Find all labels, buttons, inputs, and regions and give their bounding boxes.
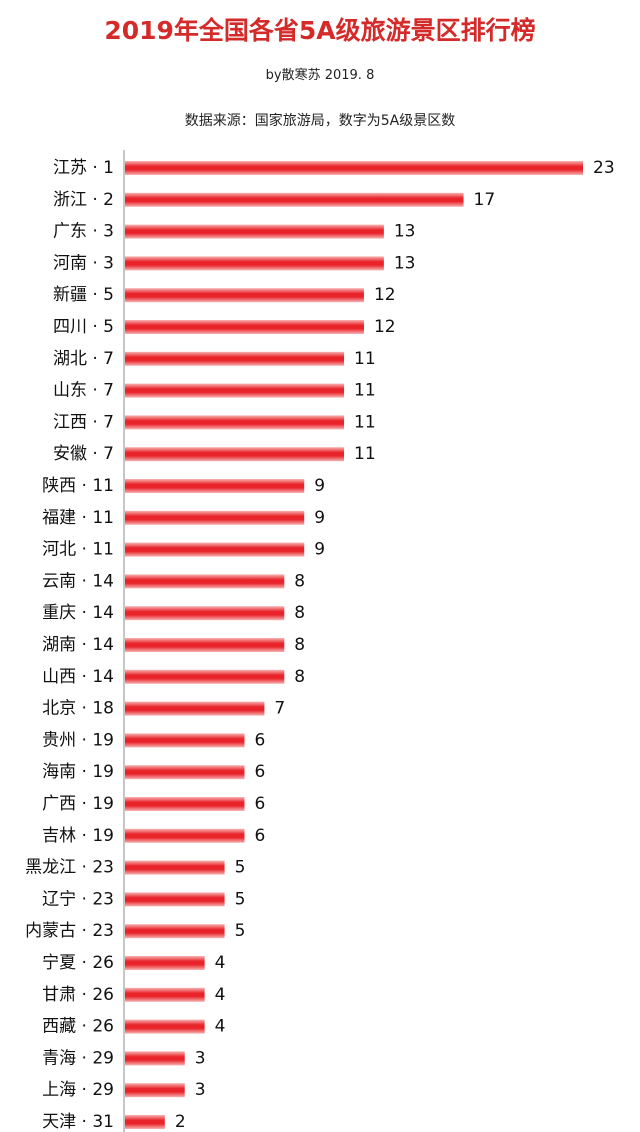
value-label: 12 xyxy=(374,285,396,305)
category-label: 广东 · 3 xyxy=(53,222,114,242)
category-label: 北京 · 18 xyxy=(42,699,114,719)
value-label: 11 xyxy=(354,349,376,369)
bar xyxy=(125,892,225,907)
value-label: 9 xyxy=(314,540,325,560)
bar xyxy=(125,1115,165,1129)
value-label: 5 xyxy=(235,921,246,941)
bar xyxy=(125,638,285,652)
category-label: 浙江 · 2 xyxy=(53,190,114,210)
bar xyxy=(125,606,285,621)
category-label: 天津 · 31 xyxy=(42,1112,114,1132)
value-label: 8 xyxy=(294,635,305,655)
value-label: 17 xyxy=(474,190,496,210)
category-label: 安徽 · 7 xyxy=(53,444,114,464)
value-label: 9 xyxy=(314,476,325,496)
category-label: 吉林 · 19 xyxy=(42,826,114,846)
value-label: 23 xyxy=(593,158,615,178)
bar xyxy=(125,860,225,875)
bar xyxy=(125,956,205,970)
value-label: 5 xyxy=(235,889,246,909)
bar xyxy=(125,701,265,716)
bar xyxy=(125,415,345,430)
bar xyxy=(125,161,583,175)
category-label: 内蒙古 · 23 xyxy=(25,921,114,941)
bar xyxy=(125,924,225,939)
bar xyxy=(125,192,464,207)
bar xyxy=(125,1051,185,1066)
category-label: 河南 · 3 xyxy=(53,253,114,273)
bar xyxy=(125,256,384,271)
category-label: 甘肃 · 26 xyxy=(42,985,114,1005)
bar xyxy=(125,574,285,589)
value-label: 9 xyxy=(314,508,325,528)
value-label: 4 xyxy=(215,1017,226,1037)
value-label: 5 xyxy=(235,858,246,878)
category-label: 西藏 · 26 xyxy=(42,1017,114,1037)
category-label: 福建 · 11 xyxy=(42,508,114,528)
chart-source: 数据来源：国家旅游局，数字为5A级景区数 xyxy=(184,113,456,129)
value-label: 13 xyxy=(394,222,416,242)
value-label: 7 xyxy=(274,699,285,719)
bar xyxy=(125,828,245,843)
value-label: 12 xyxy=(374,317,396,337)
value-label: 11 xyxy=(354,381,376,401)
value-label: 6 xyxy=(254,826,265,846)
category-label: 湖北 · 7 xyxy=(53,349,114,369)
value-label: 8 xyxy=(294,571,305,591)
bar xyxy=(125,669,285,684)
value-label: 2 xyxy=(175,1112,186,1132)
category-label: 上海 · 29 xyxy=(42,1080,114,1100)
category-label: 江苏 · 1 xyxy=(53,158,114,178)
bar xyxy=(125,733,245,748)
value-label: 6 xyxy=(254,794,265,814)
category-label: 陕西 · 11 xyxy=(42,476,114,496)
value-label: 13 xyxy=(394,253,416,273)
value-label: 11 xyxy=(354,412,376,432)
bar xyxy=(125,987,205,1002)
category-label: 河北 · 11 xyxy=(42,540,114,560)
bar xyxy=(125,765,245,780)
bar xyxy=(125,447,345,462)
bar xyxy=(125,1083,185,1098)
bar xyxy=(125,320,364,334)
category-label: 湖南 · 14 xyxy=(42,635,114,655)
value-label: 8 xyxy=(294,667,305,687)
category-label: 山东 · 7 xyxy=(53,381,114,401)
bar xyxy=(125,224,384,239)
category-label: 广西 · 19 xyxy=(42,794,114,814)
value-label: 11 xyxy=(354,444,376,464)
bar xyxy=(125,797,245,811)
category-label: 辽宁 · 23 xyxy=(42,889,114,909)
category-label: 重庆 · 14 xyxy=(42,603,114,623)
category-label: 江西 · 7 xyxy=(53,412,114,432)
bar xyxy=(125,383,345,398)
category-label: 四川 · 5 xyxy=(53,317,114,337)
chart-subtitle: by散寒苏 2019. 8 xyxy=(265,68,375,83)
chart-title: 2019年全国各省5A级旅游景区排行榜 xyxy=(104,16,536,45)
bar xyxy=(125,510,305,525)
value-label: 3 xyxy=(195,1048,206,1068)
value-label: 6 xyxy=(254,762,265,782)
category-label: 宁夏 · 26 xyxy=(42,953,114,973)
value-label: 8 xyxy=(294,603,305,623)
category-label: 云南 · 14 xyxy=(42,571,114,591)
category-label: 黑龙江 · 23 xyxy=(25,858,114,878)
category-label: 海南 · 19 xyxy=(42,762,114,782)
value-label: 4 xyxy=(215,953,226,973)
bar xyxy=(125,288,364,303)
value-label: 6 xyxy=(254,730,265,750)
bar xyxy=(125,1019,205,1034)
value-label: 4 xyxy=(215,985,226,1005)
value-label: 3 xyxy=(195,1080,206,1100)
category-label: 贵州 · 19 xyxy=(42,730,114,750)
bar xyxy=(125,351,345,366)
bar xyxy=(125,479,305,493)
category-label: 青海 · 29 xyxy=(42,1048,114,1068)
category-label: 新疆 · 5 xyxy=(53,285,114,305)
bar xyxy=(125,542,305,557)
category-label: 山西 · 14 xyxy=(42,667,114,687)
